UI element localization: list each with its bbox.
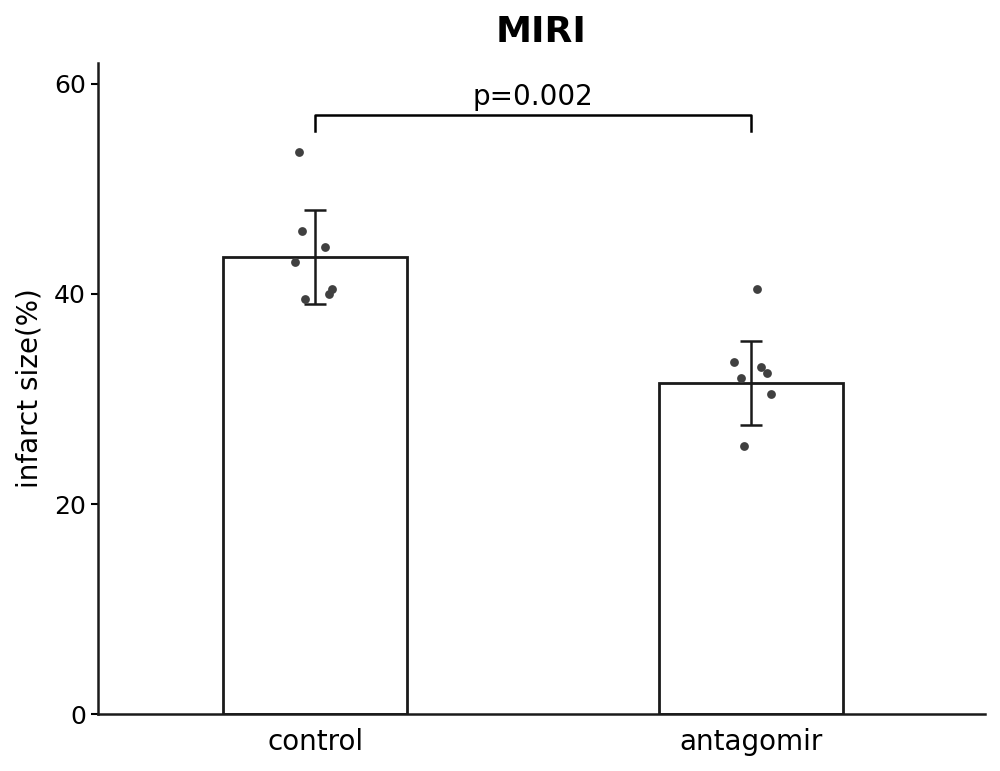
Bar (223, 258, 407, 714)
Point (287, 256, 303, 268)
Point (321, 288, 337, 300)
Point (317, 241, 333, 253)
Y-axis label: infarct size(%): infarct size(%) (15, 288, 43, 488)
Title: MIRI: MIRI (496, 15, 587, 49)
Point (291, 146, 307, 158)
Point (753, 362, 769, 374)
Point (759, 366, 775, 379)
Point (324, 282, 340, 295)
Point (733, 372, 749, 384)
Text: p=0.002: p=0.002 (473, 83, 593, 111)
Point (749, 282, 765, 295)
Point (726, 356, 742, 369)
Point (736, 440, 752, 453)
Bar (659, 383, 843, 714)
Point (297, 293, 313, 305)
Point (294, 224, 310, 237)
Point (763, 388, 779, 400)
